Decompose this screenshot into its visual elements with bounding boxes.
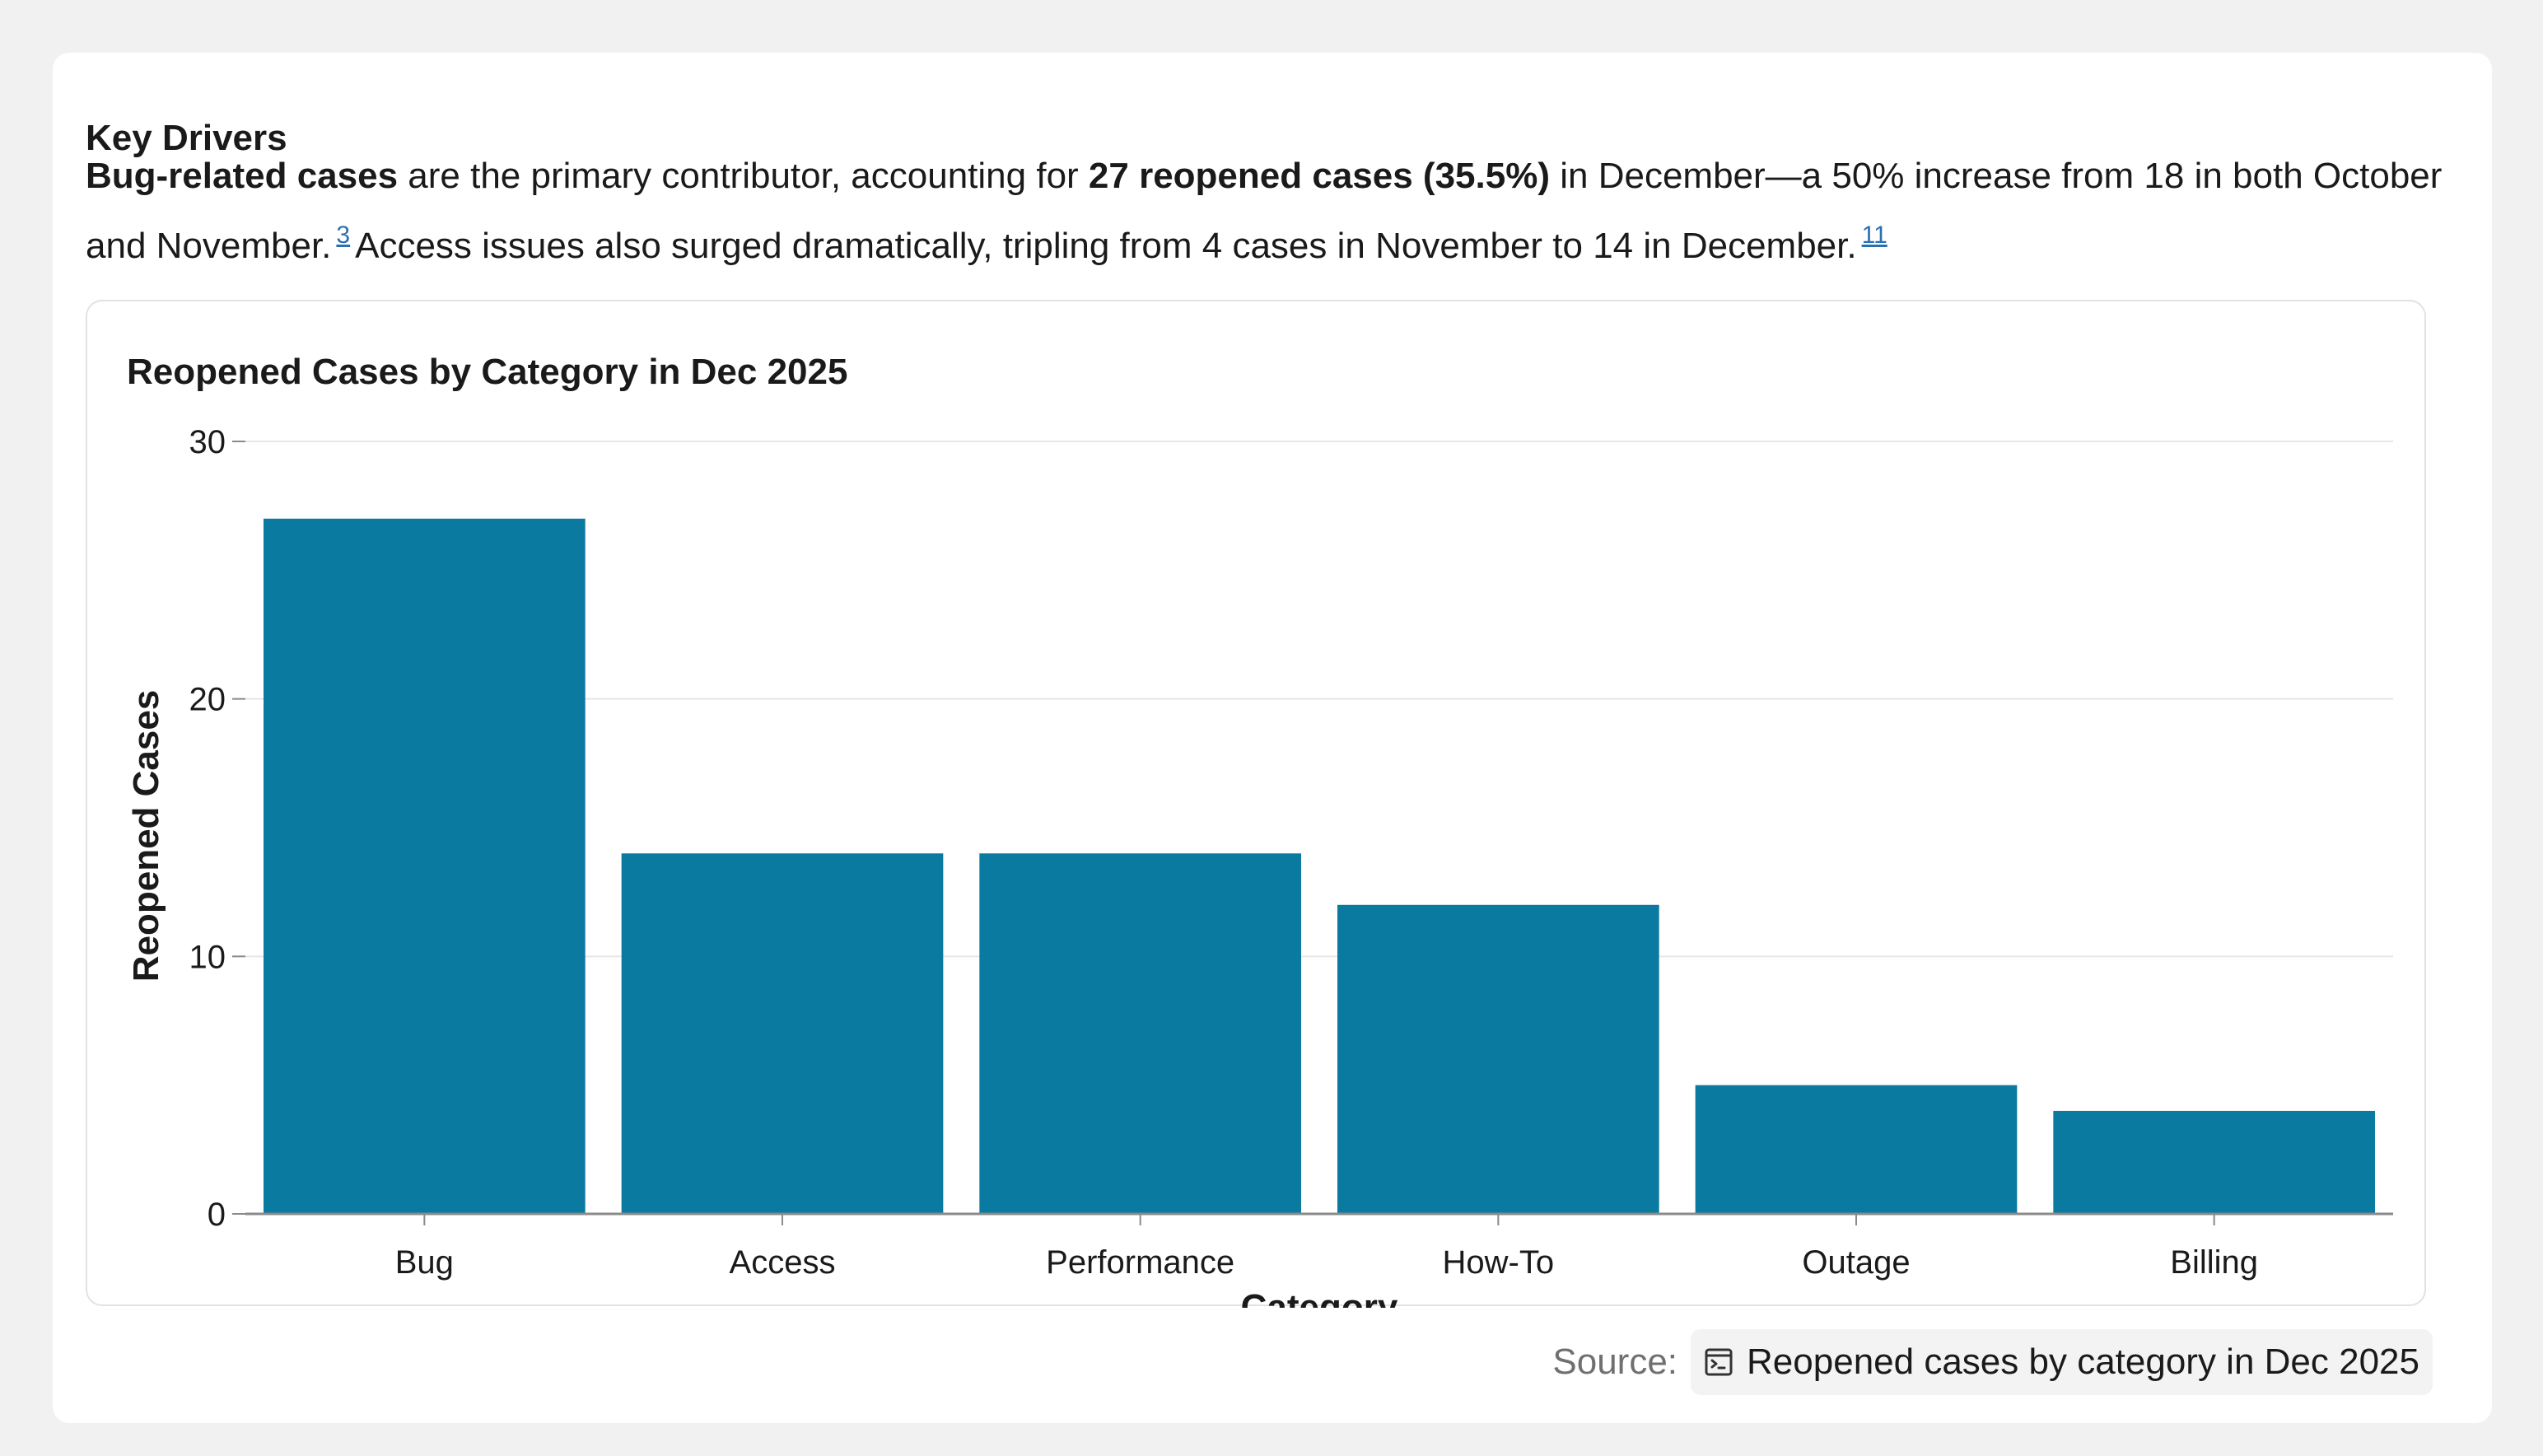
y-tick-label: 10 — [189, 939, 226, 975]
summary-emphasis-count: 27 reopened cases (35.5%) — [1088, 156, 1550, 196]
y-tick-label: 0 — [208, 1197, 226, 1233]
x-axis-title: Category — [1241, 1287, 1398, 1308]
x-tick-label: Performance — [1046, 1244, 1234, 1281]
source-link-text: Reopened cases by category in Dec 2025 — [1747, 1342, 2419, 1382]
summary-text-2: in December—a 50% increase from 18 in bo… — [86, 156, 2443, 266]
citation-link-3[interactable]: 3 — [336, 222, 351, 249]
x-tick-label: Bug — [395, 1244, 454, 1281]
summary-text-3: Access issues also surged dramatically, … — [355, 226, 1857, 266]
bar-access — [621, 853, 944, 1214]
bar-billing — [2053, 1110, 2375, 1214]
x-tick-label: Outage — [1802, 1244, 1910, 1281]
insight-card: Key Drivers Bug-related cases are the pr… — [53, 53, 2492, 1423]
bar-chart: 0 10 20 30 Bug Access Performance How-To Outage B… — [126, 424, 2393, 1308]
citation-link-11[interactable]: 11 — [1861, 222, 1887, 249]
bar-outage — [1695, 1085, 2018, 1214]
chart-card: Reopened Cases by Category in Dec 2025 0… — [86, 300, 2426, 1308]
terminal-doc-icon — [1705, 1348, 1733, 1376]
y-tick-label: 30 — [189, 424, 226, 460]
y-tick-label: 20 — [189, 682, 226, 718]
source-link[interactable]: Reopened cases by category in Dec 2025 — [1691, 1329, 2433, 1395]
section-title: Key Drivers — [86, 118, 287, 158]
chart-title: Reopened Cases by Category in Dec 2025 — [127, 352, 848, 392]
bar-how-to — [1337, 904, 1659, 1214]
summary-paragraph: Bug-related cases are the primary contri… — [86, 147, 2474, 276]
x-tick-label: Billing — [2170, 1244, 2258, 1281]
bar-performance — [979, 853, 1301, 1214]
x-tick-label: How-To — [1443, 1244, 1555, 1281]
summary-text-1: are the primary contributor, accounting … — [398, 156, 1089, 196]
bar-bug — [264, 518, 586, 1214]
y-axis-title: Reopened Cases — [126, 690, 166, 982]
x-tick-label: Access — [730, 1244, 836, 1281]
source-label: Source: — [1552, 1342, 1678, 1382]
source-row: Source: Reopened cases by category in De… — [1552, 1329, 2433, 1395]
summary-emphasis-bug: Bug-related cases — [86, 156, 399, 196]
